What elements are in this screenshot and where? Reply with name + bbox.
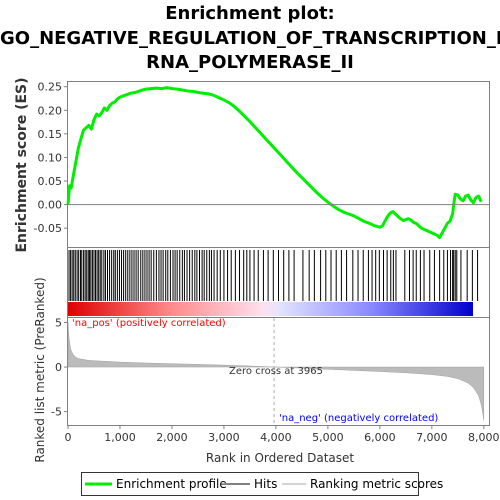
xtick-label: 3,000 [208,431,240,444]
xtick-label: 0 [65,431,72,444]
rank-gradient-bar [68,302,473,316]
xtick-label: 6,000 [364,431,396,444]
es-ytick-label: 0.15 [38,128,63,141]
es-ytick-label: 0.05 [38,175,63,188]
xtick-label: 4,000 [260,431,292,444]
chart-title-line-1: Enrichment plot: [165,3,335,24]
es-ytick-label: -0.05 [34,222,62,235]
es-ytick-label: 0.20 [38,104,63,117]
xtick-label: 7,000 [416,431,448,444]
neg-correlated-label: 'na_neg' (negatively correlated) [279,413,438,424]
xtick-label: 1,000 [104,431,136,444]
xtick-label: 8,000 [468,431,500,444]
metric-axis-label: Ranked list metric (PreRanked) [33,277,47,462]
ranking-metric-area [67,322,485,421]
es-ytick-label: 0.25 [38,81,63,94]
metric-ytick-label: -5 [51,406,62,419]
chart-title-line-3: RNA_POLYMERASE_II [146,52,354,73]
metric-ytick-label: 5 [55,316,62,329]
legend-label-ranking: Ranking metric scores [310,477,443,491]
zero-cross-label: Zero cross at 3965 [229,366,323,377]
pos-correlated-label: 'na_pos' (positively correlated) [72,318,226,329]
es-ytick-label: 0.00 [38,199,63,212]
xtick-label: 5,000 [312,431,344,444]
legend-label-enrichment: Enrichment profile [116,477,227,491]
xtick-label: 2,000 [156,431,188,444]
es-ytick-label: 0.10 [38,151,63,164]
metric-ytick-label: 0 [55,361,62,374]
es-panel [67,81,490,248]
legend-label-hits: Hits [254,477,277,491]
x-axis-label: Rank in Ordered Dataset [206,451,354,465]
chart-title-line-2: GO_NEGATIVE_REGULATION_OF_TRANSCRIPTION_… [0,28,500,49]
es-axis-label: Enrichment score (ES) [14,77,30,252]
enrichment-profile-line [66,86,483,240]
